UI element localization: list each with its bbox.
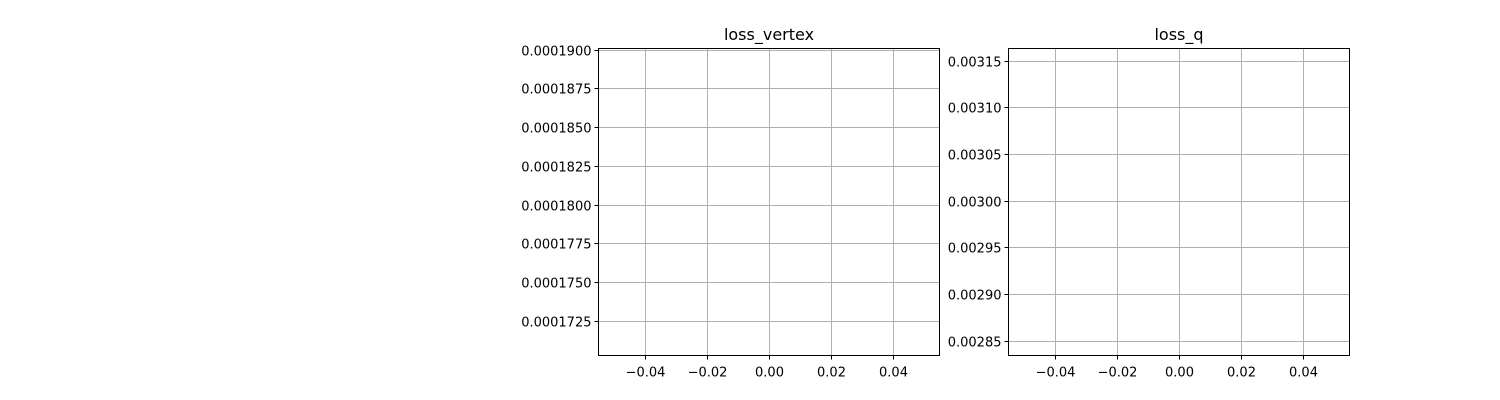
y-tick-label: 0.0001875 (521, 83, 591, 98)
y-tick-label: 0.00315 (948, 56, 1002, 71)
plot-area-frame (1008, 48, 1350, 356)
x-tick-label: 0.02 (817, 366, 846, 381)
y-tick-label: 0.00300 (948, 196, 1002, 211)
y-tick-label: 0.0001725 (521, 316, 591, 331)
y-tick-label: 0.0001900 (521, 45, 591, 60)
y-tick-label: 0.0001825 (521, 161, 591, 176)
x-tick-label: 0.00 (755, 366, 784, 381)
chart-loss-q: −0.04 −0.02 0.00 0.02 0.04 0.00285 0.00290 0.00… (948, 25, 1350, 381)
y-tick-label: 0.0001800 (521, 200, 591, 215)
y-tick-label: 0.00285 (948, 336, 1002, 351)
plot-area-frame (598, 48, 940, 356)
y-tick-label: 0.00290 (948, 289, 1002, 304)
x-tick-label: −0.02 (1098, 366, 1138, 381)
x-tick-label: 0.04 (879, 366, 908, 381)
chart-title: loss_vertex (724, 25, 814, 45)
x-tick-label: 0.00 (1165, 366, 1194, 381)
y-tick-label: 0.0001850 (521, 122, 591, 137)
x-tick-label: −0.04 (1036, 366, 1076, 381)
chart-title: loss_q (1154, 25, 1203, 45)
y-tick-label: 0.0001750 (521, 277, 591, 292)
y-tick-label: 0.00305 (948, 149, 1002, 164)
x-tick-label: 0.02 (1227, 366, 1256, 381)
chart-loss-vertex: −0.04 −0.02 0.00 0.02 0.04 0.0001725 0.0001750… (521, 25, 940, 381)
x-tick-label: −0.04 (626, 366, 666, 381)
x-tick-label: 0.04 (1289, 366, 1318, 381)
y-tick-label: 0.0001775 (521, 238, 591, 253)
x-tick-label: −0.02 (688, 366, 728, 381)
y-tick-label: 0.00310 (948, 102, 1002, 117)
y-tick-label: 0.00295 (948, 242, 1002, 257)
